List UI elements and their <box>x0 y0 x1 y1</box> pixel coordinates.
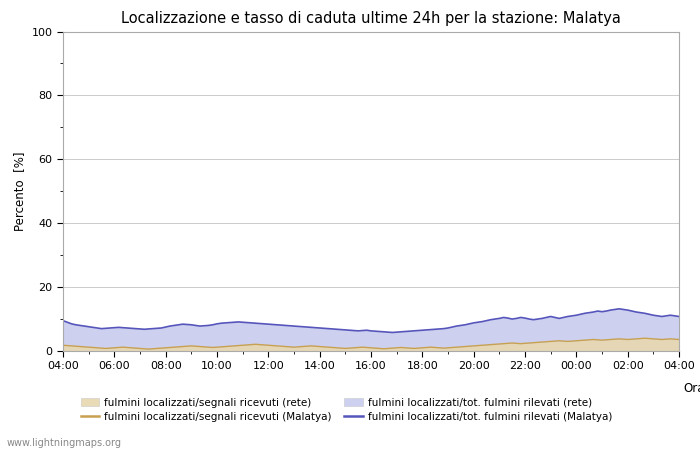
Title: Localizzazione e tasso di caduta ultime 24h per la stazione: Malatya: Localizzazione e tasso di caduta ultime … <box>121 11 621 26</box>
Text: Orario: Orario <box>683 382 700 395</box>
Legend: fulmini localizzati/segnali ricevuti (rete), fulmini localizzati/segnali ricevut: fulmini localizzati/segnali ricevuti (re… <box>80 398 612 422</box>
Text: www.lightningmaps.org: www.lightningmaps.org <box>7 438 122 448</box>
Y-axis label: Percento  [%]: Percento [%] <box>13 152 26 231</box>
